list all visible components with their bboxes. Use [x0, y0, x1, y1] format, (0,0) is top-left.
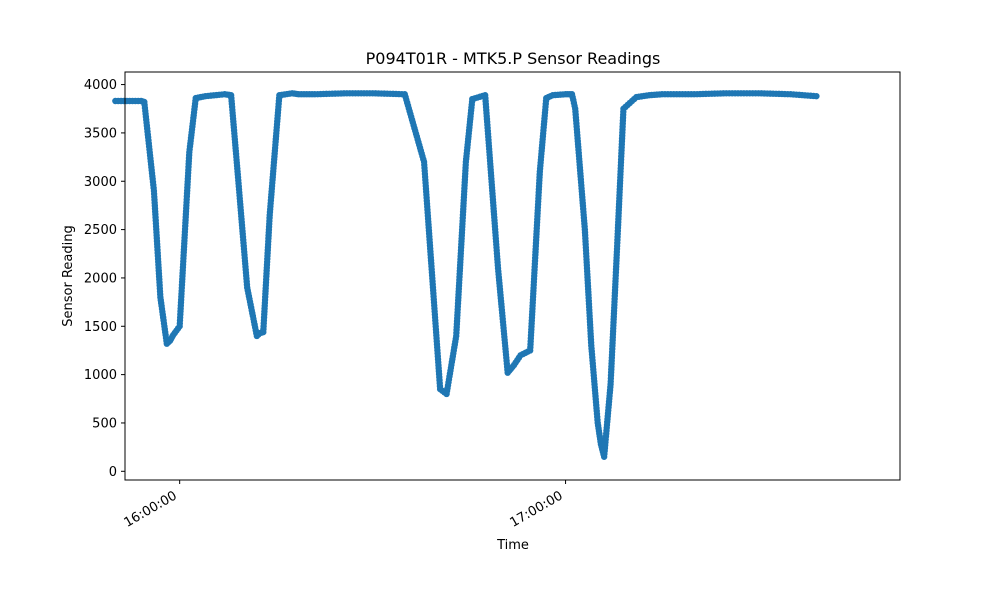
chart-title: P094T01R - MTK5.P Sensor Readings: [366, 49, 661, 68]
y-tick-label: 3500: [84, 126, 117, 141]
y-tick-label: 2000: [84, 271, 117, 286]
y-tick-label: 3000: [84, 175, 117, 190]
y-tick-label: 4000: [84, 78, 117, 93]
y-tick-label: 2500: [84, 223, 117, 238]
data-point-marker: [813, 92, 820, 100]
y-tick-label: 1000: [84, 368, 117, 383]
y-tick-label: 1500: [84, 320, 117, 335]
x-axis-label: Time: [496, 538, 529, 553]
plot-area-frame: [124, 71, 901, 481]
y-tick-label: 0: [109, 465, 117, 480]
y-axis-ticks: 0 500 1000 1500 2000 2500 3000 3500 4000: [84, 78, 125, 480]
y-tick-label: 500: [92, 416, 117, 431]
data-layer: [112, 90, 820, 460]
y-axis-label: Sensor Reading: [61, 225, 76, 326]
